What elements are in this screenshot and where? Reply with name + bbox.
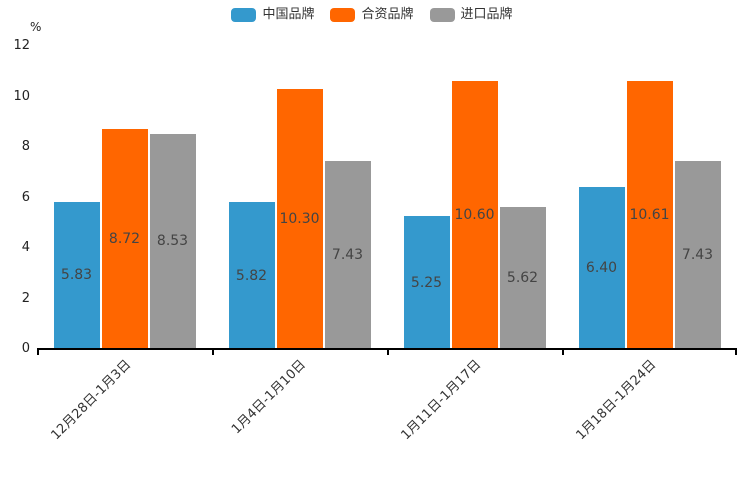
- y-tick-label: 0: [21, 341, 30, 356]
- bar-value-label: 10.61: [629, 207, 670, 224]
- bar-series-1-group-1[interactable]: 10.30: [276, 88, 323, 349]
- legend-swatch-icon: [231, 8, 257, 22]
- bar-series-2-group-2[interactable]: 5.62: [499, 207, 546, 349]
- bar-series-2-group-0[interactable]: 8.53: [149, 133, 196, 349]
- bar-series-0-group-1[interactable]: 5.82: [228, 202, 275, 349]
- bar-value-label: 10.30: [279, 210, 320, 227]
- bar-value-label: 7.43: [331, 247, 364, 264]
- y-axis-unit-label: %: [30, 20, 42, 34]
- bar-series-0-group-0[interactable]: 5.83: [53, 201, 100, 349]
- legend-item-series-1[interactable]: 合资品牌: [330, 7, 414, 22]
- bar-value-label: 5.83: [60, 267, 93, 284]
- y-tick-label: 8: [21, 139, 30, 154]
- legend-label: 中国品牌: [262, 7, 315, 22]
- x-axis-tick-mark: [735, 349, 737, 355]
- bar-series-2-group-3[interactable]: 7.43: [674, 161, 721, 349]
- bar-series-2-group-1[interactable]: 7.43: [324, 161, 371, 349]
- bar-value-label: 10.60: [454, 207, 495, 224]
- x-category-label: 1月4日-1月10日: [229, 357, 310, 438]
- legend-label: 进口品牌: [460, 7, 513, 22]
- x-category-label: 12月28日-1月3日: [48, 357, 135, 444]
- y-tick-label: 6: [21, 189, 30, 205]
- legend-swatch-icon: [429, 8, 455, 22]
- y-tick-label: 10: [13, 88, 30, 104]
- bar-series-1-group-3[interactable]: 10.61: [626, 81, 673, 349]
- legend: 中国品牌 合资品牌 进口品牌: [0, 8, 744, 22]
- bar-series-0-group-3[interactable]: 6.40: [578, 187, 625, 349]
- x-axis-tick-mark: [212, 349, 214, 355]
- bar-series-0-group-2[interactable]: 5.25: [403, 216, 450, 349]
- bar-series-1-group-2[interactable]: 10.60: [451, 81, 498, 349]
- bar-value-label: 5.25: [410, 274, 443, 291]
- legend-label: 合资品牌: [361, 7, 414, 22]
- legend-item-series-2[interactable]: 进口品牌: [429, 7, 513, 22]
- x-axis-tick-mark: [387, 349, 389, 355]
- bar-value-label: 5.82: [235, 267, 268, 284]
- legend-item-series-0[interactable]: 中国品牌: [231, 8, 314, 22]
- legend-swatch-icon: [330, 8, 356, 22]
- bar-value-label: 8.53: [156, 233, 189, 250]
- bar-value-label: 5.62: [506, 270, 539, 287]
- y-tick-label: 12: [13, 38, 30, 53]
- bar-series-1-group-0[interactable]: 8.72: [101, 128, 148, 349]
- bar-value-label: 6.40: [585, 260, 618, 277]
- x-category-label: 1月18日-1月24日: [573, 357, 660, 444]
- x-axis-tick-mark: [562, 349, 564, 355]
- x-axis-tick-mark: [37, 349, 39, 355]
- plot-area: 5.83 8.72 8.53 5.82 10.30 7.43 5.25 10.60 5.62 6.…: [37, 46, 737, 355]
- y-tick-label: 4: [21, 240, 30, 255]
- y-tick-label: 2: [21, 290, 30, 306]
- bar-value-label: 8.72: [108, 230, 141, 247]
- bar-value-label: 7.43: [681, 247, 714, 264]
- x-category-label: 1月11日-1月17日: [398, 357, 485, 444]
